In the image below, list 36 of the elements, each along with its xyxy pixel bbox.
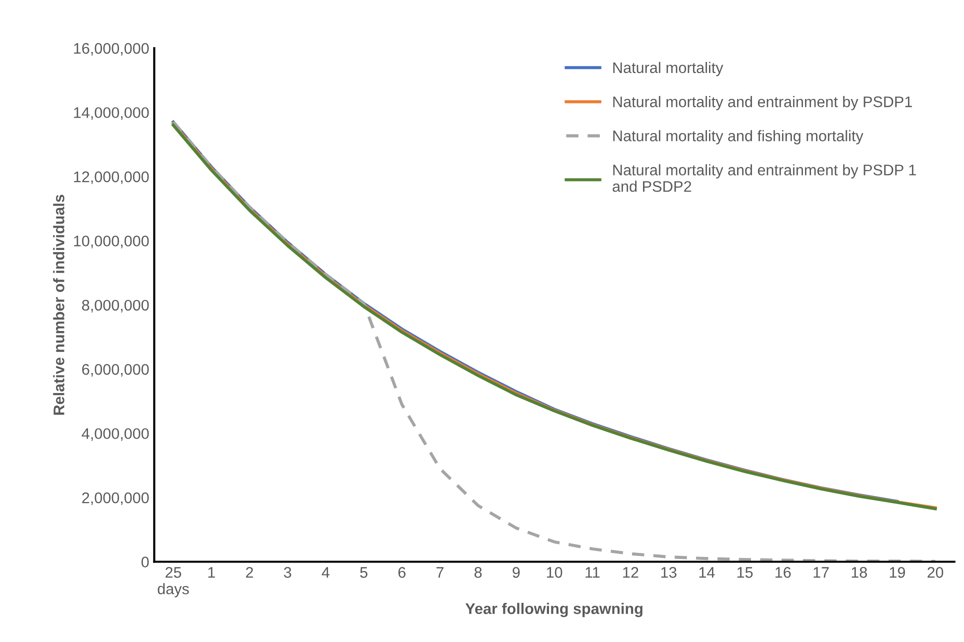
y-tick-label: 14,000,000 xyxy=(74,107,149,120)
y-tick-label: 16,000,000 xyxy=(74,43,149,56)
x-tick-label: 8 xyxy=(474,567,482,578)
y-tick-label: 10,000,000 xyxy=(74,236,149,248)
x-tick-label: 5 xyxy=(360,567,368,578)
x-tick-label: 11 xyxy=(586,567,600,578)
x-tick-label: 15 xyxy=(737,567,753,578)
x-tick-label: 2 xyxy=(246,567,253,578)
x-tick-label: 16 xyxy=(776,567,791,578)
x-tick-label: 18 xyxy=(852,567,867,578)
x-tick-label: 6 xyxy=(398,567,406,578)
y-tick-label: 6,000,000 xyxy=(82,364,149,377)
y-tick-label: 8,000,000 xyxy=(82,300,149,312)
x-tick-label: 10 xyxy=(546,567,562,578)
y-tick-label: 4,000,000 xyxy=(82,428,149,441)
legend-label: Natural mortality and fishing mortality xyxy=(613,130,864,144)
x-tick-label: 20 xyxy=(928,567,944,578)
x-tick-label: 9 xyxy=(512,567,520,578)
legend-label: Natural mortality xyxy=(613,62,724,76)
x-tick-label: 12 xyxy=(623,567,638,578)
x-tick-label: 7 xyxy=(436,567,444,578)
x-tick-label: 19 xyxy=(890,567,905,578)
x-tick-label: 14 xyxy=(699,567,715,578)
x-tick-label: 4 xyxy=(322,567,330,578)
y-tick-label: 0 xyxy=(141,556,149,568)
y-tick-label: 2,000,000 xyxy=(82,492,149,506)
x-tick-label: 1 xyxy=(208,567,215,578)
y-axis-title: Relative number of individuals xyxy=(53,194,64,415)
legend-label: Natural mortality and entrainment by PSDP 1 and PSDP2 xyxy=(612,164,916,192)
x-tick-label: 17 xyxy=(814,567,829,578)
x-axis-title: Year following spawning xyxy=(465,602,642,618)
x-tick-label: 25 days xyxy=(158,567,189,598)
y-tick-label: 12,000,000 xyxy=(74,171,149,184)
x-tick-label: 13 xyxy=(661,567,676,578)
legend-label: Natural mortality and entrainment by PSDP1 xyxy=(613,96,912,110)
x-tick-label: 3 xyxy=(284,567,292,578)
